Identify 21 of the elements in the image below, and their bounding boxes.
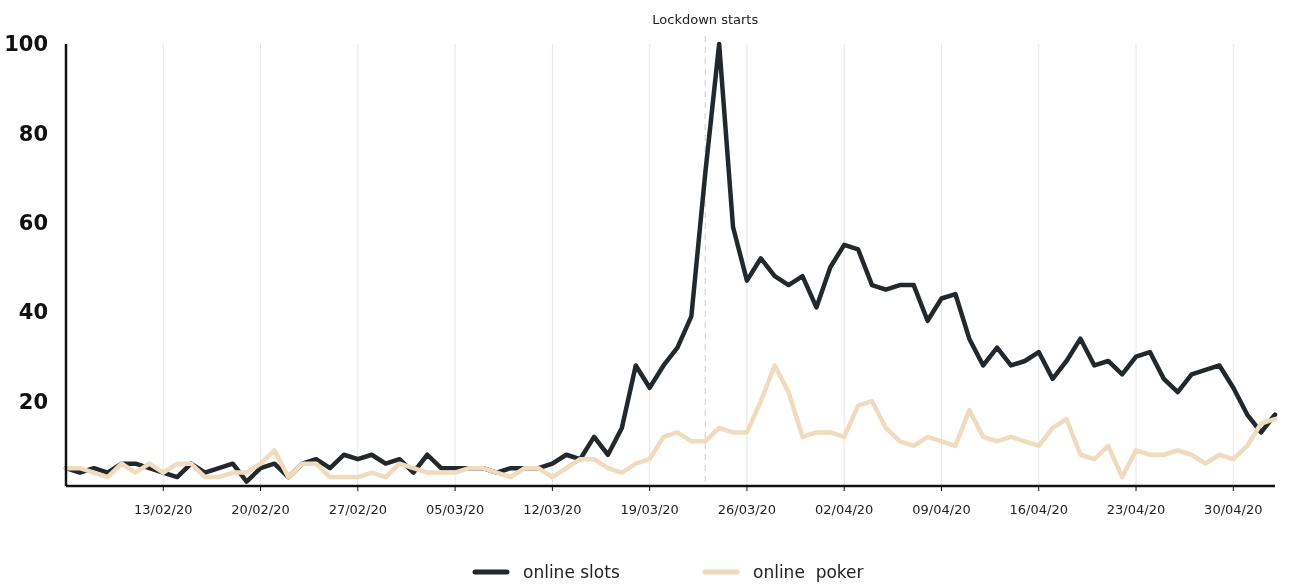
x-tick-label: 13/02/20 (134, 502, 193, 517)
x-tick-label: 23/04/20 (1106, 502, 1166, 517)
x-tick-label: 20/02/20 (231, 502, 290, 517)
x-tick-label: 19/03/20 (620, 502, 679, 517)
x-tick-label: 30/04/20 (1204, 502, 1263, 517)
y-tick-label: 80 (18, 121, 48, 146)
x-tick-label: 12/03/20 (523, 502, 582, 517)
x-tick-label: 02/04/20 (815, 502, 874, 517)
y-tick-label: 40 (18, 300, 48, 325)
ref-line-label: Lockdown starts (652, 12, 759, 27)
legend-label: online poker (753, 562, 864, 582)
x-tick-label: 27/02/20 (328, 502, 388, 517)
x-tick-label: 09/04/20 (912, 502, 971, 517)
x-tick-label: 26/03/20 (717, 502, 777, 517)
y-tick-label: 20 (18, 389, 48, 414)
y-tick-label: 100 (4, 32, 48, 57)
legend-label: online slots (523, 562, 620, 582)
x-tick-label: 05/03/20 (425, 502, 485, 517)
y-tick-label: 60 (18, 210, 48, 235)
line-series (63, 363, 1278, 480)
x-tick-label: 16/04/20 (1009, 502, 1068, 517)
